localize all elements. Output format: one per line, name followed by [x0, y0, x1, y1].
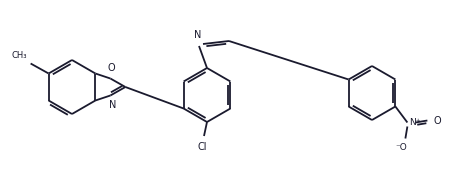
Text: Cl: Cl	[197, 142, 206, 152]
Text: N: N	[108, 101, 116, 111]
Text: N: N	[194, 30, 201, 40]
Text: O: O	[107, 63, 115, 74]
Text: O: O	[432, 116, 440, 126]
Text: CH₃: CH₃	[11, 51, 26, 60]
Text: ⁻O: ⁻O	[394, 143, 406, 153]
Text: N⁺: N⁺	[409, 118, 420, 127]
